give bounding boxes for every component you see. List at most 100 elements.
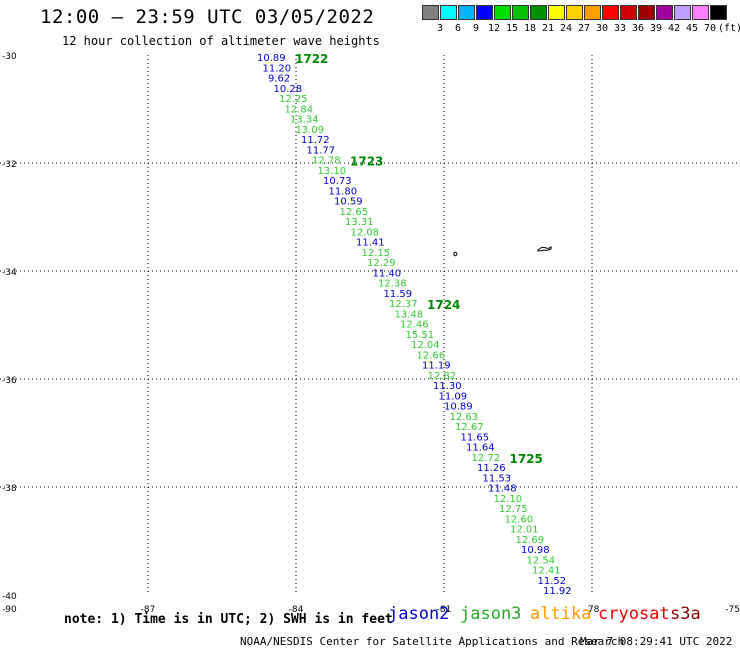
legend-jason2: jason2 [388,604,450,624]
color-scale-label: 15 [505,23,519,34]
lat-tick-label: -32 [2,160,17,170]
color-scale-label: 3 [436,23,444,34]
wave-height-label: 11.40 [373,268,402,279]
island-outline [537,245,552,252]
wave-height-label: 12.82 [428,371,457,382]
color-swatch [422,5,439,20]
wave-height-label: 11.72 [301,135,330,146]
wave-height-label: 12.78 [312,156,341,167]
wave-height-label: 11.19 [422,361,451,372]
color-scale-label: 21 [541,23,555,34]
color-scale-label: 33 [613,23,627,34]
wave-height-label: 12.25 [279,94,308,105]
wave-height-label: 10.89 [257,53,286,64]
color-scale-label: 24 [559,23,573,34]
wave-height-label: 10.89 [444,402,473,413]
wave-height-label: 12.54 [527,555,556,566]
wave-height-label: 11.53 [483,473,512,484]
lat-tick-label: -34 [2,268,17,278]
color-swatch [584,5,601,20]
color-swatch [548,5,565,20]
wave-height-label: 12.38 [378,279,407,290]
wave-height-label: 12.01 [510,525,539,536]
wave-height-label: 11.59 [384,289,413,300]
wave-height-label: 10.73 [323,176,352,187]
wave-height-label: 11.48 [488,484,517,495]
page-subtitle: 12 hour collection of altimeter wave hei… [62,34,380,48]
legend-cryosat: cryosat [598,604,670,624]
lon-tick-label: -84 [289,605,304,615]
wave-height-label: 11.92 [543,586,572,597]
wave-height-label: 11.09 [439,391,468,402]
wave-height-label: 10.98 [521,545,550,556]
wave-height-label: 11.26 [477,463,506,474]
legend-s3a: s3a [670,604,701,624]
wave-height-label: 10.28 [274,84,303,95]
lat-tick-label: -36 [2,376,17,386]
lon-tick-label: -75 [725,605,740,615]
color-scale-label: 45 [685,23,699,34]
color-scale-label: 27 [577,23,591,34]
wave-height-label: 12.10 [494,494,523,505]
wave-height-label: 11.52 [538,576,567,587]
lon-tick-label: -90 [2,605,17,615]
color-scale-label: 70 [703,23,717,34]
wave-height-label: 12.29 [367,258,396,269]
wave-height-label: 10.59 [334,197,363,208]
wave-height-label: 12.41 [532,566,561,577]
wave-height-label: 12.46 [400,320,429,331]
color-swatch [692,5,709,20]
footer-note: note: 1) Time is in UTC; 2) SWH is in fe… [64,612,393,627]
color-scale-label: 6 [454,23,462,34]
wave-height-label: 11.80 [329,186,358,197]
wave-height-label: 11.65 [461,432,490,443]
wave-height-label: 12.04 [411,340,440,351]
color-swatch [710,5,727,20]
wave-height-label: 11.20 [263,63,292,74]
color-swatch [620,5,637,20]
color-swatch [674,5,691,20]
pass-number-label: 1722 [295,52,328,66]
color-scale-label: 18 [523,23,537,34]
wave-height-label: 12.66 [417,350,446,361]
island-outline [453,251,458,257]
color-scale-label: 42 [667,23,681,34]
color-swatch [530,5,547,20]
wave-height-label: 11.41 [356,238,385,249]
color-scale-label: 9 [472,23,480,34]
lon-tick-label: -87 [141,605,156,615]
wave-height-label: 12.72 [472,453,501,464]
lon-tick-label: -81 [437,605,452,615]
wave-height-label: 11.30 [433,381,462,392]
wave-height-label: 12.37 [389,299,418,310]
wave-height-label: 12.08 [351,227,380,238]
color-scale-label: 12 [487,23,501,34]
wave-height-label: 12.65 [340,207,369,218]
wave-height-label: 13.48 [395,309,424,320]
legend-altika: altika [530,604,592,624]
lat-tick-label: -40 [2,592,17,602]
lon-tick-label: -78 [585,605,600,615]
wave-height-label: 12.60 [505,514,534,525]
page-title: 12:00 — 23:59 UTC 03/05/2022 [40,6,375,28]
color-scale-label: 39 [649,23,663,34]
color-swatch [602,5,619,20]
wave-height-label: 12.15 [362,248,391,259]
pass-number-label: 1723 [350,155,383,169]
timestamp-text: Mar 7 08:29:41 UTC 2022 [580,635,733,648]
wave-height-label: 13.10 [318,166,347,177]
wave-height-label: 12.75 [499,504,528,515]
pass-number-label: 1724 [427,298,460,312]
color-scale-label: 36 [631,23,645,34]
color-swatch [656,5,673,20]
color-scale-label: (ft) [718,23,740,34]
wave-height-label: 15.51 [406,330,435,341]
color-scale-label: 30 [595,23,609,34]
wave-height-label: 13.09 [296,125,325,136]
wave-height-label: 13.31 [345,217,374,228]
pass-number-label: 1725 [510,452,543,466]
credit-text: NOAA/NESDIS Center for Satellite Applica… [240,635,625,648]
color-swatch [566,5,583,20]
lat-tick-label: -30 [2,52,17,62]
